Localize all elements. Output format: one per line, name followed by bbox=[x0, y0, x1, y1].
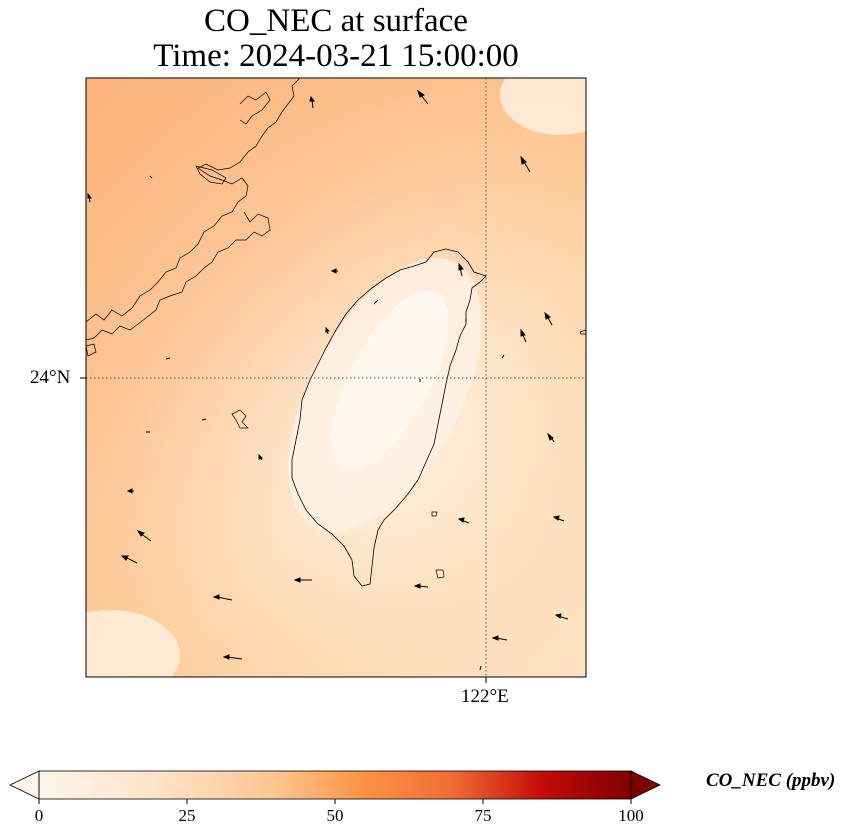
wind-arrow bbox=[479, 665, 482, 671]
china-coastline bbox=[85, 77, 301, 341]
wind-arrow bbox=[457, 517, 470, 524]
taiwan-coastline bbox=[291, 248, 487, 587]
colorbar-tick-label: 75 bbox=[474, 806, 492, 825]
wind-arrow bbox=[293, 577, 312, 583]
pingtan-island bbox=[195, 165, 227, 185]
wind-arrow bbox=[87, 192, 92, 203]
wind-arrow bbox=[201, 418, 207, 421]
wind-arrow bbox=[309, 95, 315, 109]
wind-arrow bbox=[417, 89, 429, 105]
colorbar-label: CO_NEC (ppbv) bbox=[706, 770, 836, 791]
colorbar-extend-min bbox=[9, 770, 40, 800]
orchid-island bbox=[435, 569, 445, 579]
wind-arrow bbox=[136, 530, 152, 542]
title-line-2: Time: 2024-03-21 15:00:00 bbox=[153, 38, 519, 74]
wind-arrow bbox=[126, 488, 134, 494]
colorbar-extend-max bbox=[630, 770, 661, 800]
kinmen-island bbox=[85, 343, 97, 357]
wind-arrow bbox=[149, 175, 153, 179]
colorbar-gradient bbox=[39, 771, 631, 799]
colorbar bbox=[9, 770, 661, 804]
colorbar-tick-label: 100 bbox=[618, 806, 644, 825]
wind-arrow bbox=[373, 299, 379, 305]
wind-arrow bbox=[165, 357, 171, 360]
wind-arrow bbox=[330, 268, 338, 274]
wind-arrow bbox=[520, 155, 531, 173]
wind-arrow bbox=[413, 583, 429, 589]
wind-arrow bbox=[546, 432, 555, 443]
wind-arrow bbox=[520, 328, 527, 343]
wind-arrows bbox=[87, 89, 569, 671]
wind-arrow bbox=[552, 515, 565, 522]
colorbar-tick-label: 50 bbox=[326, 806, 344, 825]
title-line-1: CO_NEC at surface bbox=[204, 3, 468, 39]
wind-arrow bbox=[458, 262, 464, 277]
wind-arrow bbox=[544, 311, 553, 326]
colorbar-tick-label: 25 bbox=[178, 806, 196, 825]
wind-arrow bbox=[212, 594, 233, 601]
lat-label-24n: 24°N bbox=[30, 367, 71, 388]
green-island bbox=[431, 511, 438, 517]
wind-arrow bbox=[554, 613, 569, 620]
wind-arrow bbox=[120, 555, 138, 564]
penghu-islands bbox=[231, 409, 249, 429]
colorbar-tick-label: 0 bbox=[34, 806, 44, 825]
wind-arrow bbox=[258, 453, 263, 461]
map-title: CO_NEC at surface Time: 2024-03-21 15:00… bbox=[86, 4, 586, 74]
wind-arrow bbox=[501, 354, 505, 359]
wind-arrow bbox=[325, 326, 330, 335]
wind-arrow bbox=[222, 654, 243, 660]
lon-label-122e: 122°E bbox=[461, 686, 509, 707]
wind-arrow bbox=[491, 635, 508, 641]
